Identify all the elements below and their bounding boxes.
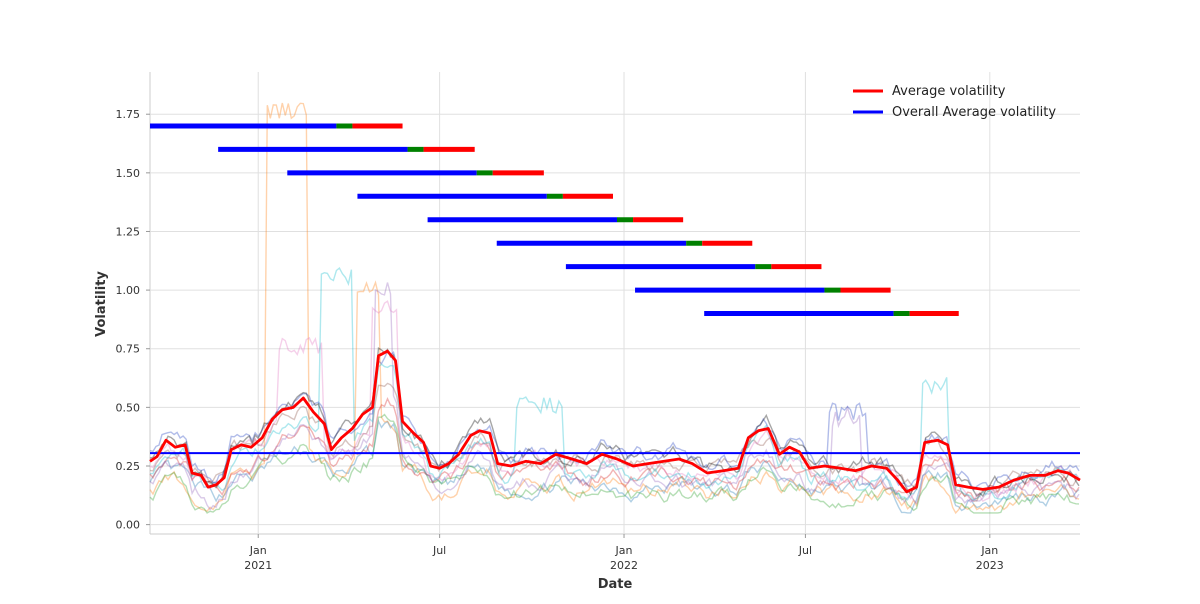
- x-axis-label: Date: [598, 577, 633, 592]
- individual-series-layer: [149, 102, 1080, 515]
- y-tick-label: 0.75: [116, 343, 141, 356]
- average-volatility-line: [149, 349, 1081, 494]
- y-tick-label: 0.25: [116, 460, 141, 473]
- y-tick-label: 1.00: [116, 284, 141, 297]
- x-tick-label: Jul: [798, 544, 812, 557]
- volatility-series-line: [149, 397, 1080, 500]
- x-tick-year-label: 2022: [610, 559, 638, 572]
- volatility-series-line: [149, 282, 1080, 511]
- volatility-series-line: [149, 413, 1080, 514]
- grid-layer: [146, 72, 1080, 538]
- legend-label-overall-average: Overall Average volatility: [892, 105, 1056, 120]
- y-tick-label: 1.25: [116, 225, 141, 238]
- y-tick-label: 1.50: [116, 167, 141, 180]
- x-tick-year-label: 2023: [976, 559, 1004, 572]
- x-tick-label: Jan: [615, 544, 633, 557]
- x-tick-label: Jan: [249, 544, 267, 557]
- axis-layer: Date Volatility 0.00 0.25 0.50 0.75 1.00 1.25…: [94, 108, 1004, 592]
- volatility-series-line: [149, 102, 1080, 515]
- volatility-series-line: [149, 267, 1080, 502]
- average-layer: [149, 349, 1081, 494]
- y-tick-label: 0.50: [116, 401, 141, 414]
- y-tick-label: 1.75: [116, 108, 141, 121]
- legend: Average volatility Overall Average volat…: [853, 84, 1056, 120]
- y-tick-label: 0.00: [116, 519, 141, 532]
- volatility-series-line: [149, 347, 1080, 498]
- volatility-series-line: [149, 300, 1080, 503]
- volatility-series-line: [149, 419, 1080, 514]
- x-tick-label: Jan: [980, 544, 998, 557]
- windows-layer: [150, 123, 959, 317]
- legend-label-average: Average volatility: [892, 84, 1006, 99]
- x-tick-label: Jul: [432, 544, 446, 557]
- y-axis-label: Volatility: [94, 271, 109, 337]
- x-tick-year-label: 2021: [244, 559, 272, 572]
- volatility-series-line: [149, 350, 1080, 491]
